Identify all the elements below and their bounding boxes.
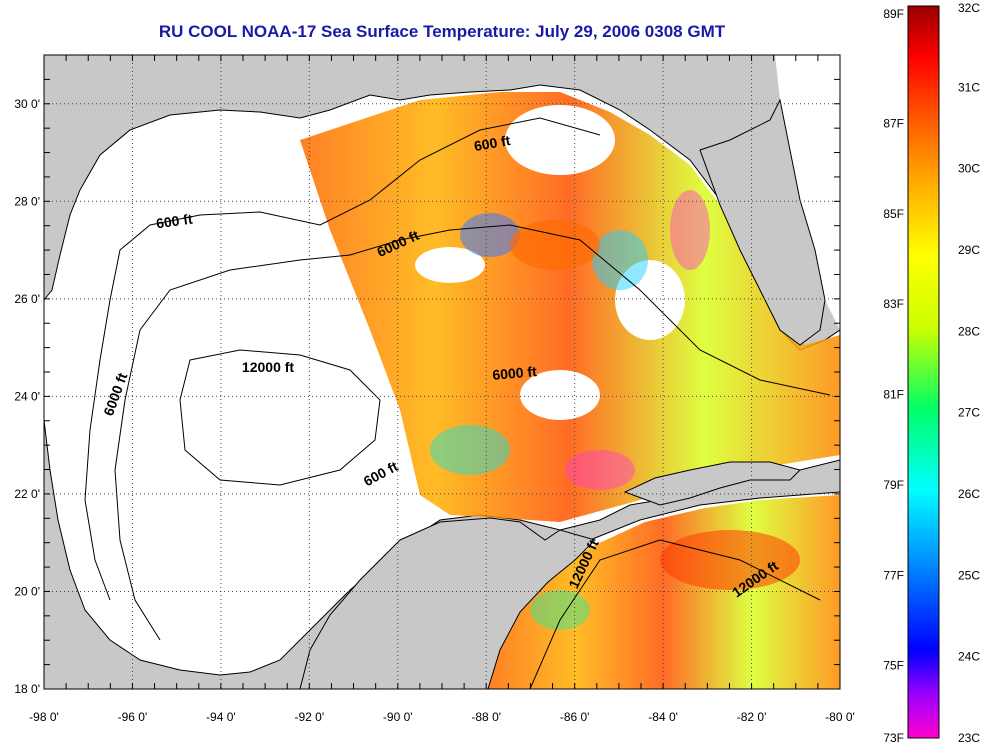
lon-tick-label: -98 0'	[29, 710, 59, 724]
cloud-gap	[505, 105, 615, 175]
warm-patch	[510, 220, 600, 270]
colorbar-celsius-label: 23C	[958, 731, 980, 745]
colorbar-fahrenheit-label: 77F	[883, 568, 904, 582]
contour-label: 600 ft	[155, 211, 194, 232]
colorbar-fahrenheit-label: 85F	[883, 207, 904, 221]
colorbar-celsius-labels: 32C 31C 30C 29C 28C 27C 26C 25C 24C 23C	[958, 1, 980, 745]
colorbar-fahrenheit-label: 75F	[883, 659, 904, 673]
colorbar-fahrenheit-label: 81F	[883, 388, 904, 402]
lon-tick-label: -90 0'	[383, 710, 413, 724]
cool-patch	[592, 230, 648, 290]
sst-swath-gulf	[300, 92, 840, 522]
lon-tick-label: -94 0'	[206, 710, 236, 724]
colorbar-celsius-label: 27C	[958, 406, 980, 420]
cool-patch	[670, 190, 710, 270]
lat-tick-label: 26 0'	[14, 292, 40, 306]
lon-tick-label: -92 0'	[295, 710, 325, 724]
graticule	[44, 55, 840, 689]
map-title: RU COOL NOAA-17 Sea Surface Temperature:…	[158, 22, 726, 41]
cool-patch	[530, 590, 590, 630]
lat-tick-label: 24 0'	[14, 389, 40, 403]
contour-label: 6000 ft	[492, 363, 538, 383]
lat-tick-label: 22 0'	[14, 487, 40, 501]
colorbar	[907, 5, 940, 739]
lon-tick-label: -88 0'	[471, 710, 501, 724]
warm-patch	[660, 530, 800, 590]
colorbar-celsius-label: 25C	[958, 568, 980, 582]
lon-tick-label: -80 0'	[825, 710, 855, 724]
colorbar-celsius-label: 24C	[958, 650, 980, 664]
lon-tick-label: -96 0'	[118, 710, 148, 724]
colorbar-celsius-label: 31C	[958, 80, 980, 94]
colorbar-celsius-label: 28C	[958, 324, 980, 338]
lon-tick-label: -82 0'	[737, 710, 767, 724]
contour-label: 600 ft	[473, 132, 512, 154]
contour-label: 12000 ft	[242, 359, 294, 375]
latitude-labels: 18 0' 20 0' 22 0' 24 0' 26 0' 28 0' 30 0'	[14, 97, 40, 696]
colorbar-fahrenheit-label: 87F	[883, 116, 904, 130]
contour-12000ft-caribbean	[529, 539, 821, 689]
colorbar-fahrenheit-label: 89F	[883, 7, 904, 21]
lat-tick-label: 20 0'	[14, 584, 40, 598]
cloud-gap	[415, 247, 485, 283]
colorbar-celsius-label: 26C	[958, 487, 980, 501]
tick-marks	[43, 54, 841, 690]
lon-tick-label: -86 0'	[560, 710, 590, 724]
cloud-gap	[520, 370, 600, 420]
contour-12000ft	[179, 349, 381, 486]
colorbar-celsius-label: 30C	[958, 162, 980, 176]
cool-patch	[430, 425, 510, 475]
colorbar-fahrenheit-label: 73F	[883, 731, 904, 745]
contour-600ft	[84, 117, 601, 601]
cool-patch	[460, 213, 520, 257]
lat-tick-label: 30 0'	[14, 97, 40, 111]
colorbar-fahrenheit-label: 83F	[883, 297, 904, 311]
contour-6000ft	[114, 224, 831, 641]
lat-tick-label: 18 0'	[14, 682, 40, 696]
colorbar-fahrenheit-label: 79F	[883, 478, 904, 492]
lon-tick-label: -84 0'	[648, 710, 678, 724]
atlantic-water	[775, 55, 840, 330]
florida-land	[699, 98, 826, 346]
longitude-labels: -98 0' -96 0' -94 0' -92 0' -90 0' -88 0' -86 …	[29, 710, 855, 724]
lat-tick-label: 28 0'	[14, 194, 40, 208]
cool-patch	[565, 450, 635, 490]
colorbar-celsius-label: 29C	[958, 243, 980, 257]
colorbar-celsius-label: 32C	[958, 1, 980, 15]
yucatan-land	[299, 517, 596, 689]
colorbar-fahrenheit-labels: 89F 87F 85F 83F 81F 79F 77F 75F 73F	[883, 7, 904, 745]
